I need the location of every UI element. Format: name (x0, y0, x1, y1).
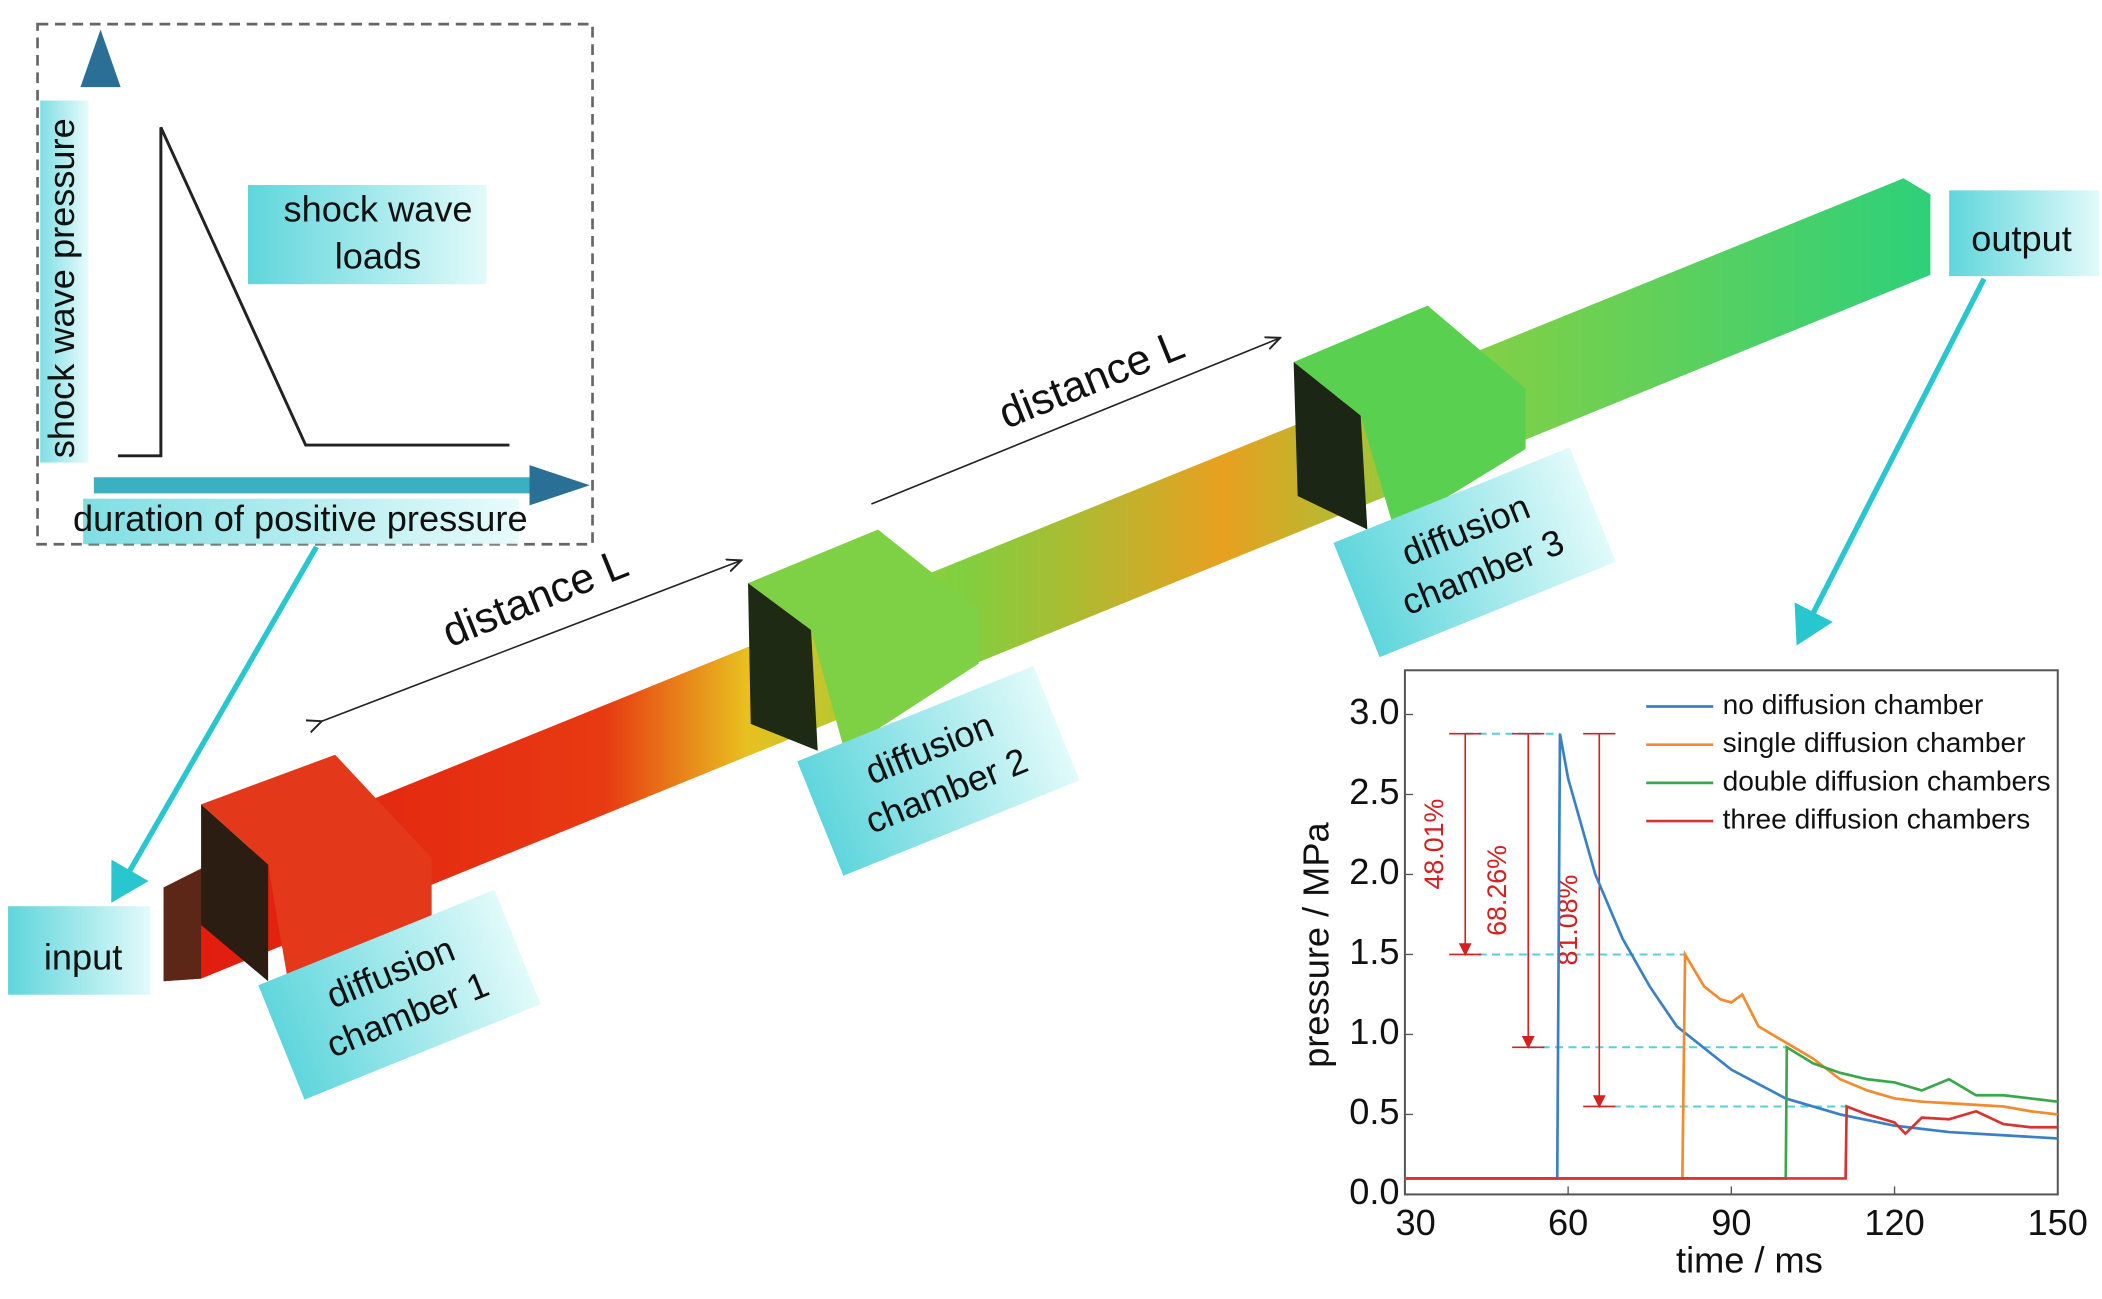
label-bg (1333, 447, 1616, 658)
inset-y-label: shock wave pressure (41, 118, 82, 458)
y-tick-label: 2.5 (1349, 771, 1399, 812)
y-tick-label: 0.0 (1349, 1171, 1399, 1212)
y-tick-label: 1.0 (1349, 1011, 1399, 1052)
series-line (1404, 949, 2058, 1180)
pipe-inlet (163, 868, 202, 982)
y-tick-label: 3.0 (1349, 691, 1399, 732)
pulse-curve (117, 126, 510, 458)
legend-label: no diffusion chamber (1723, 689, 1984, 720)
chamber-face (1293, 361, 1368, 530)
chamber-face (201, 804, 269, 982)
callout: shock wave (284, 188, 473, 229)
chamber-box (201, 754, 432, 983)
legend-label: double diffusion chambers (1723, 765, 2051, 796)
label-bg (248, 184, 487, 285)
inset-x-arrow (529, 465, 590, 506)
label-bg (8, 906, 151, 995)
distance-label: distance L (992, 321, 1191, 439)
x-tick-label: 120 (1864, 1202, 1924, 1243)
distance-arrow (322, 560, 742, 721)
inset-y-arrow (80, 29, 121, 88)
output-label: output (1971, 218, 2072, 259)
series-line (1404, 1104, 2058, 1180)
series-line (1404, 733, 2058, 1180)
inset-x-label: duration of positive pressure (73, 498, 528, 539)
label-bg (1949, 190, 2100, 277)
x-axis-label: time / ms (1676, 1239, 1823, 1280)
chamber-box (1293, 305, 1526, 530)
distance-arrow (871, 338, 1280, 505)
x-tick-label: 60 (1548, 1202, 1588, 1243)
chamber-face (748, 583, 818, 751)
chamber-box (748, 529, 979, 751)
label-bg (258, 889, 541, 1100)
chart-bg (1372, 670, 2058, 1281)
legend-label: three diffusion chambers (1723, 804, 2031, 835)
y-tick-label: 0.5 (1349, 1091, 1399, 1132)
label-bg (40, 100, 89, 463)
series-line (1404, 1044, 2058, 1180)
x-tick-label: 30 (1395, 1202, 1435, 1243)
y-tick-label: 1.5 (1349, 931, 1399, 972)
pointer-arrow (1794, 277, 1987, 646)
annotation: 68.26% (1482, 845, 1512, 936)
y-axis-label: pressure / MPa (1296, 822, 1337, 1068)
label-bg (83, 498, 519, 545)
pointer-arrow (111, 545, 319, 903)
chamber-label: diffusion chamber 1 (258, 889, 541, 1100)
x-tick-label: 150 (2028, 1202, 2088, 1243)
annotation: 48.01% (1419, 799, 1449, 890)
callout: loads (335, 235, 422, 276)
x-tick-label: 90 (1711, 1202, 1751, 1243)
legend-label: single diffusion chamber (1723, 727, 2026, 758)
y-tick-label: 2.0 (1349, 851, 1399, 892)
label-bg (797, 665, 1080, 876)
chart: 30 60 90 120 150 0.0 0.5 1.0 1.5 2.0 2.5 3.0 time / … (1296, 689, 2088, 1280)
input-label: input (44, 936, 122, 977)
